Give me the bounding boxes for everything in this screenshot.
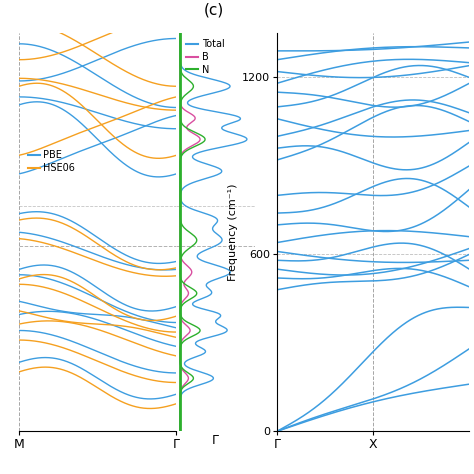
Text: (c): (c)	[204, 2, 224, 17]
X-axis label: Γ: Γ	[212, 434, 219, 447]
Legend: Total, B, N: Total, B, N	[185, 38, 226, 76]
Legend: PBE, HSE06: PBE, HSE06	[27, 149, 76, 174]
Y-axis label: Frequency (cm⁻¹): Frequency (cm⁻¹)	[228, 183, 237, 281]
